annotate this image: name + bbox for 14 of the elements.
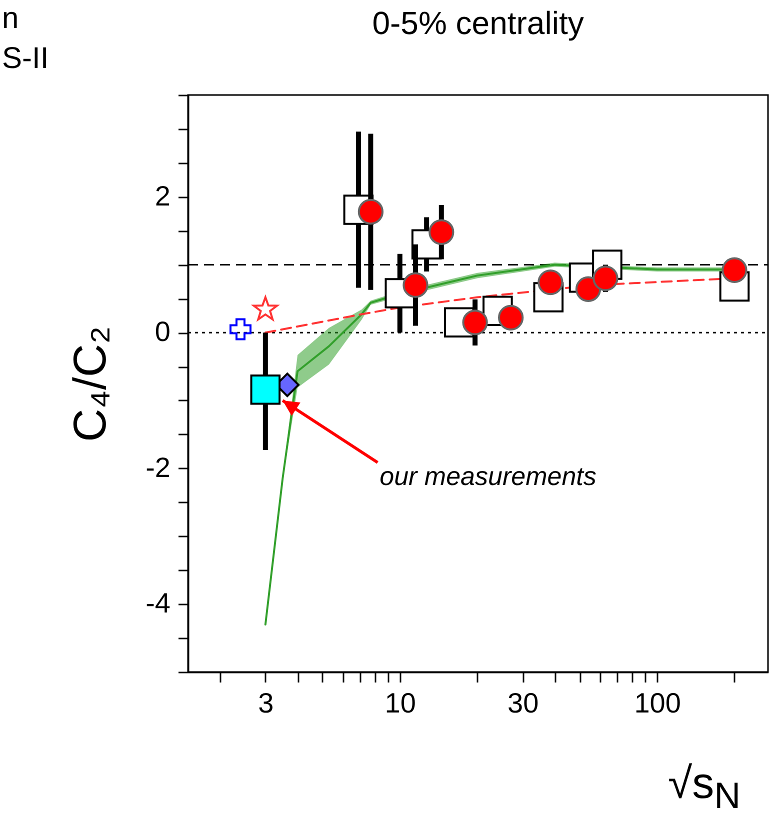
x-tick-label: 10 — [384, 688, 416, 718]
chart-title: 0-5% centrality — [372, 5, 584, 41]
text: S-II — [2, 42, 49, 75]
x-tick-label: 3 — [258, 688, 274, 718]
x-tick-label: 30 — [508, 688, 539, 718]
y-tick-label: 2 — [154, 180, 170, 212]
x-tick-label: 100 — [634, 688, 681, 718]
annotation: our measurements — [380, 461, 596, 492]
text: n — [2, 2, 19, 35]
y-axis-title: C₄/C₂ — [64, 326, 116, 442]
y-tick-label: 0 — [154, 316, 170, 348]
y-tick-label: -4 — [146, 588, 170, 619]
x-axis-title: √s$_{N}$ — [668, 759, 741, 816]
y-tick-label: -2 — [146, 452, 170, 483]
